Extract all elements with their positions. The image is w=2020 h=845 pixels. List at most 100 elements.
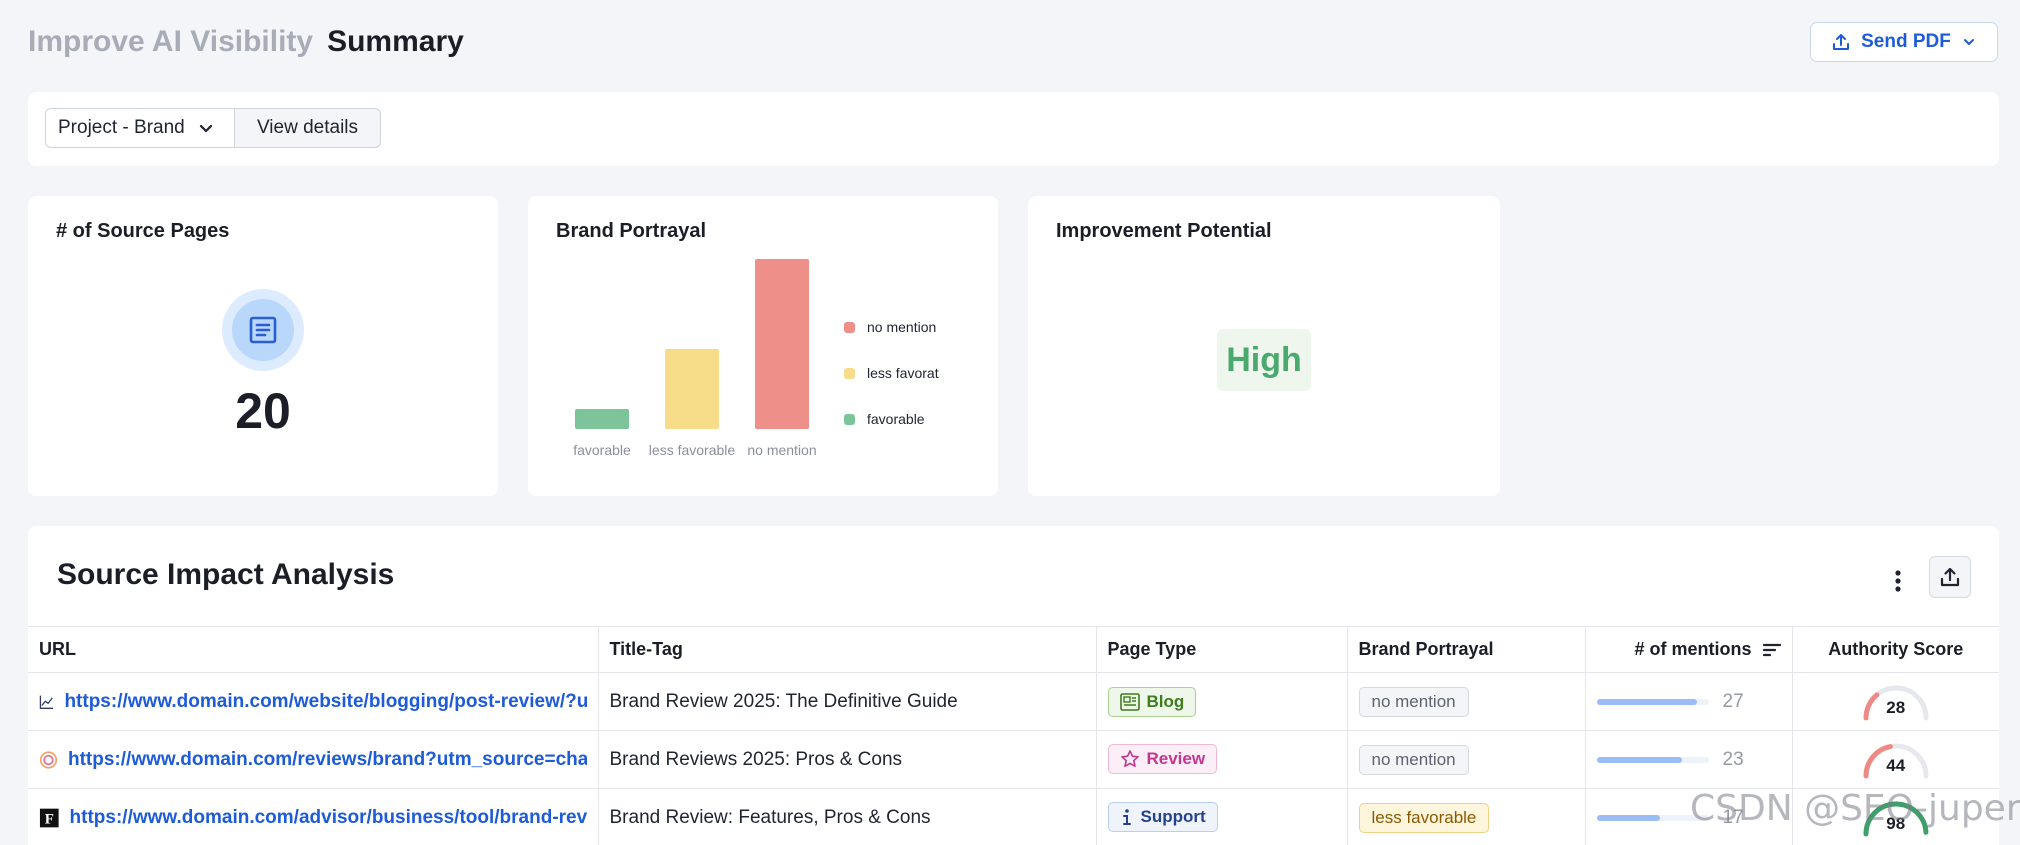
authority-score: 98 [1886, 813, 1906, 833]
page-header: Improve AI Visibility Summary [28, 22, 464, 62]
url-link[interactable]: https://www.domain.com/website/blogging/… [64, 690, 586, 712]
authority-gauge: 28 [1860, 682, 1932, 722]
mentions-bar [1596, 756, 1709, 763]
page-title: Summary [327, 25, 464, 58]
sort-icon[interactable] [1762, 643, 1781, 657]
x-tick-label: less favorable [649, 442, 736, 458]
legend-item[interactable]: no mention [844, 304, 964, 350]
improvement-potential-card: Improvement Potential High [1028, 196, 1500, 496]
authority-gauge-arc [1863, 685, 1929, 720]
gauge-fill [1863, 743, 1893, 778]
column-header-title-tag[interactable]: Title-Tag [598, 626, 1097, 673]
breadcrumb[interactable]: Improve AI Visibility [28, 25, 314, 58]
column-header-url[interactable]: URL [28, 626, 599, 673]
x-tick-label: favorable [573, 442, 631, 458]
brand-portrayal-card: Brand Portrayal favorable less favorable n… [528, 196, 998, 496]
mentions-header-label: # of mentions [1634, 639, 1752, 659]
source-pages-card: # of Source Pages 20 [28, 196, 498, 496]
column-header-authority-score[interactable]: Authority Score [1792, 626, 1999, 673]
mentions-bar [1596, 698, 1709, 705]
site-favicon-icon [39, 750, 58, 769]
source-pages-count: 20 [235, 383, 291, 439]
portrayal-badge: less favorable [1358, 802, 1490, 833]
title-tag: Brand Review 2025: The Definitive Guide [598, 672, 1097, 731]
improvement-level-badge: High [1217, 329, 1311, 391]
x-tick-label: no mention [747, 442, 816, 458]
page-type-label: Support [1140, 807, 1206, 826]
authority-gauge-arc [1863, 743, 1929, 778]
url-link[interactable]: https://www.domain.com/reviews/brand?utm… [68, 748, 587, 770]
legend-item[interactable]: favorable [844, 396, 964, 442]
page-type-label: Review [1146, 749, 1206, 768]
portrayal-badge: no mention [1358, 686, 1469, 717]
more-options-icon[interactable] [1883, 560, 1913, 602]
newspaper-icon [1119, 692, 1140, 711]
send-pdf-button[interactable]: Send PDF [1810, 22, 1998, 62]
star-icon [1120, 750, 1139, 767]
source-pages-title: # of Source Pages [56, 220, 230, 242]
title-tag: Brand Reviews 2025: Pros & Cons [598, 730, 1097, 789]
mentions-bar-fill [1596, 756, 1683, 763]
bar-no-mention[interactable] [755, 259, 809, 429]
forbes-favicon-icon: F [39, 808, 59, 827]
source-impact-table: URL Title-Tag Page Type Brand Portrayal … [28, 626, 1999, 845]
upload-icon [1833, 34, 1850, 50]
gauge-fill [1863, 801, 1929, 836]
authority-score: 44 [1886, 755, 1906, 775]
legend-item[interactable]: less favorat [844, 350, 964, 396]
page-type-label: Blog [1146, 691, 1185, 711]
authority-gauge: 98 [1860, 798, 1932, 838]
upload-icon [1940, 567, 1960, 587]
authority-gauge: 44 [1860, 740, 1932, 780]
url-link[interactable]: https://www.domain.com/advisor/business/… [69, 806, 587, 828]
legend-label: favorable [867, 411, 925, 427]
legend-swatch [844, 413, 855, 425]
document-icon [249, 316, 277, 344]
mentions-count: 23 [1722, 748, 1744, 770]
view-details-button[interactable]: View details [235, 108, 381, 148]
send-pdf-label: Send PDF [1861, 31, 1951, 52]
chevron-down-icon [199, 124, 212, 133]
legend-label: less favorat [867, 365, 939, 381]
gauge-fill [1863, 691, 1880, 720]
mentions-count: 17 [1722, 806, 1744, 828]
brand-portrayal-chart: favorable less favorable no mention [573, 259, 817, 458]
legend-swatch [844, 321, 855, 333]
page-type-badge: Support [1107, 802, 1218, 832]
bar-less-favorable[interactable] [665, 349, 719, 429]
source-impact-panel: Source Impact Analysis URL Title-Tag Pag… [28, 526, 1999, 845]
project-select-value: Project - Brand [58, 117, 185, 138]
column-header-page-type[interactable]: Page Type [1096, 626, 1348, 673]
chevron-down-icon[interactable] [1961, 34, 1977, 50]
mentions-bar-fill [1596, 698, 1698, 705]
column-header-brand-portrayal[interactable]: Brand Portrayal [1347, 626, 1586, 673]
export-button[interactable] [1929, 556, 1971, 598]
table-header-row: URL Title-Tag Page Type Brand Portrayal … [28, 626, 1999, 673]
page-type-badge: Review [1107, 744, 1218, 774]
trend-chart-icon [39, 695, 54, 709]
bar-favorable[interactable] [575, 409, 629, 429]
authority-gauge-arc [1863, 801, 1929, 836]
mentions-bar [1596, 814, 1709, 821]
portrayal-badge: no mention [1358, 744, 1469, 775]
table-row: https://www.domain.com/reviews/brand?utm… [28, 730, 1999, 789]
legend-swatch [844, 367, 855, 379]
legend-label: no mention [867, 319, 937, 335]
page-type-badge: Blog [1107, 686, 1197, 717]
table-row: https://www.domain.com/website/blogging/… [28, 672, 1999, 731]
mentions-bar-fill [1596, 814, 1660, 821]
document-badge [222, 289, 304, 371]
column-header-mentions[interactable]: # of mentions [1585, 626, 1793, 673]
brand-portrayal-title: Brand Portrayal [556, 220, 707, 242]
chart-legend: no mention less favorat favorable [844, 304, 964, 442]
section-title: Source Impact Analysis [57, 558, 395, 591]
title-tag: Brand Review: Features, Pros & Cons [598, 788, 1097, 845]
project-select[interactable]: Project - Brand [45, 108, 235, 148]
improvement-potential-title: Improvement Potential [1056, 220, 1272, 242]
mentions-count: 27 [1722, 690, 1744, 712]
svg-text:F: F [45, 811, 54, 827]
table-row: F https://www.domain.com/advisor/busines… [28, 788, 1999, 845]
info-icon [1122, 809, 1131, 825]
filter-panel: Project - Brand View details [28, 92, 1999, 166]
authority-score: 28 [1886, 697, 1906, 717]
